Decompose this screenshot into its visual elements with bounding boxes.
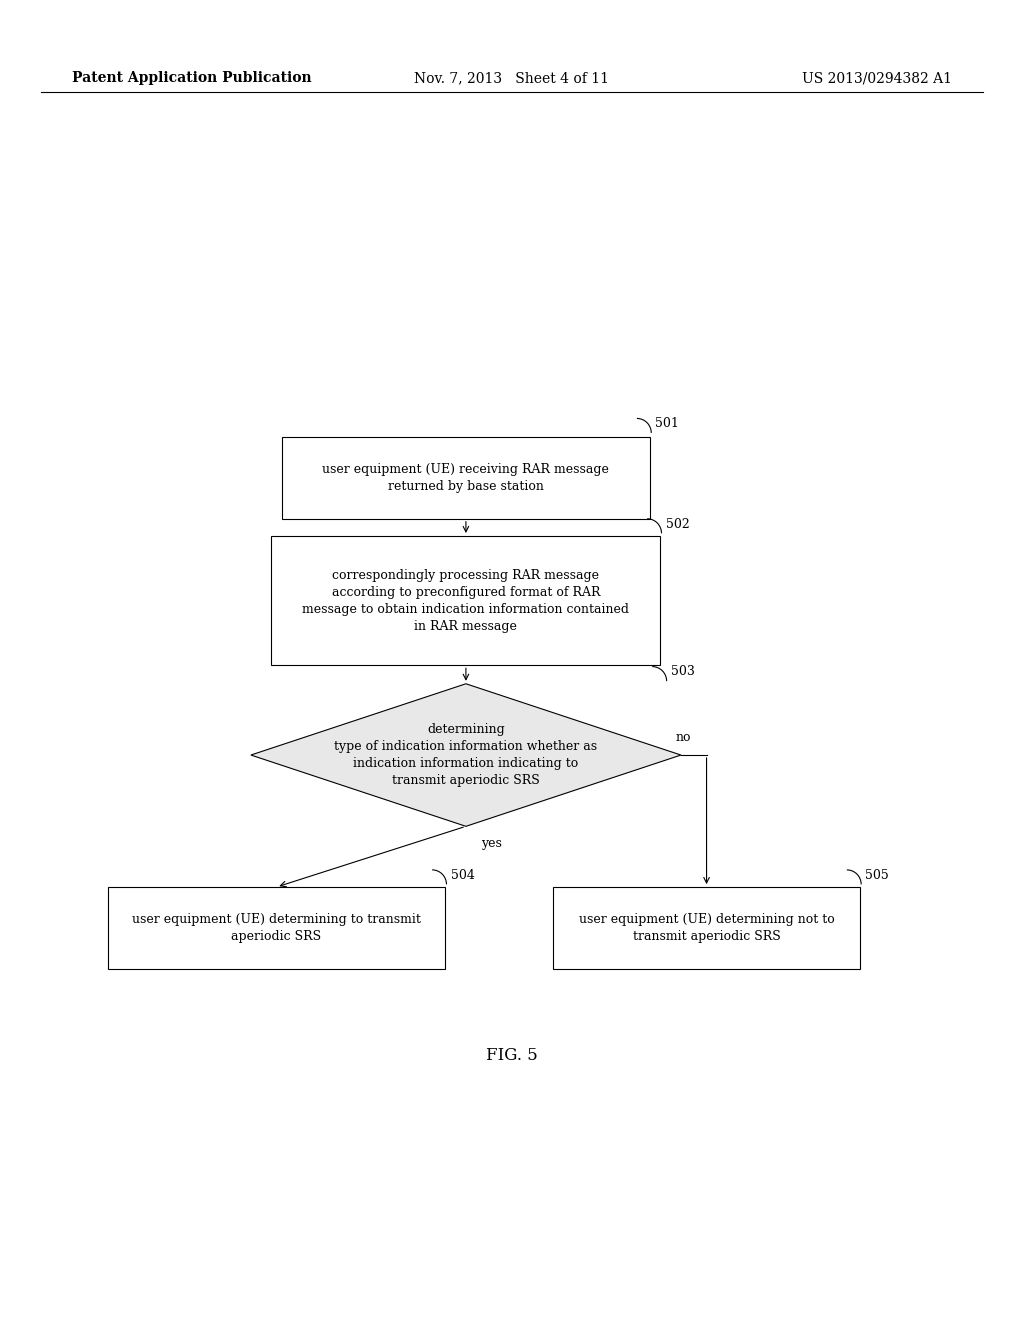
Text: user equipment (UE) determining not to
transmit aperiodic SRS: user equipment (UE) determining not to t… [579, 913, 835, 942]
Bar [553, 887, 860, 969]
Text: 503: 503 [671, 665, 694, 678]
Bar [108, 887, 445, 969]
Text: no: no [676, 731, 691, 744]
Text: user equipment (UE) receiving RAR message
returned by base station: user equipment (UE) receiving RAR messag… [323, 463, 609, 492]
Text: determining
type of indication information whether as
indication information ind: determining type of indication informati… [335, 723, 597, 787]
Text: 502: 502 [666, 517, 689, 531]
Text: FIG. 5: FIG. 5 [486, 1048, 538, 1064]
Text: correspondingly processing RAR message
according to preconfigured format of RAR
: correspondingly processing RAR message a… [302, 569, 630, 632]
Text: user equipment (UE) determining to transmit
aperiodic SRS: user equipment (UE) determining to trans… [132, 913, 421, 942]
Polygon shape [251, 684, 681, 826]
Text: US 2013/0294382 A1: US 2013/0294382 A1 [803, 71, 952, 84]
Text: Nov. 7, 2013   Sheet 4 of 11: Nov. 7, 2013 Sheet 4 of 11 [415, 71, 609, 84]
Bar [282, 437, 650, 519]
Text: 501: 501 [655, 417, 679, 430]
Text: 504: 504 [451, 869, 474, 882]
Text: Patent Application Publication: Patent Application Publication [72, 71, 311, 84]
Text: yes: yes [481, 837, 502, 850]
Bar [271, 536, 660, 665]
Text: 505: 505 [865, 869, 889, 882]
